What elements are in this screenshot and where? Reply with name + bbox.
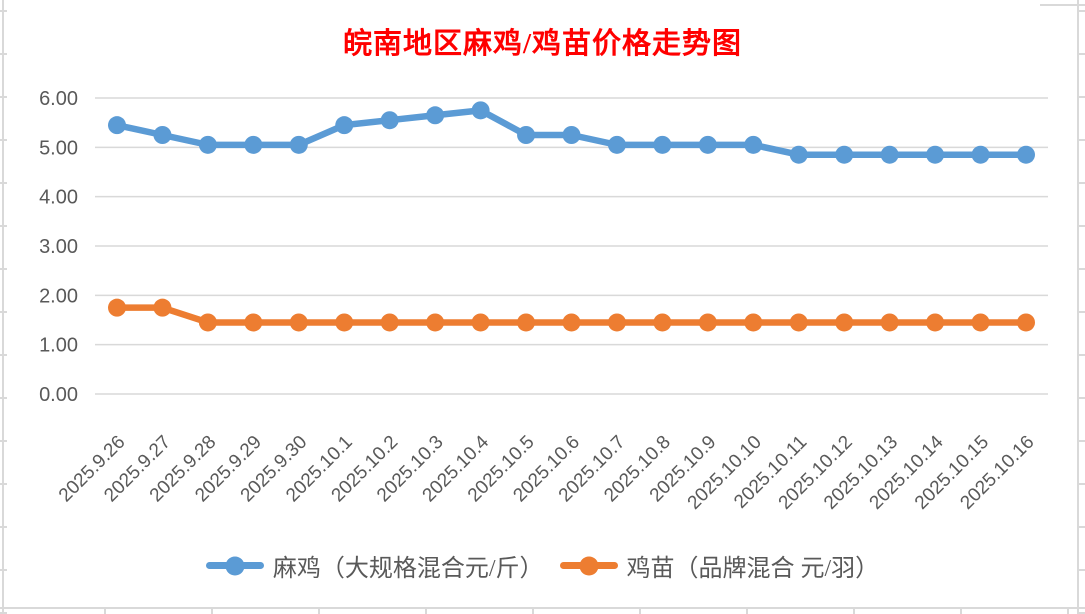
y-axis-tick-label: 0.00: [39, 384, 78, 406]
data-point: [153, 298, 172, 317]
data-point: [289, 313, 308, 332]
spreadsheet-gridline-top-right: [1040, 4, 1085, 6]
spreadsheet-gridline-right: [1077, 0, 1079, 614]
data-point: [108, 116, 126, 135]
data-point: [1017, 145, 1035, 164]
spreadsheet-row-ticks-right: [1078, 0, 1085, 614]
data-point: [426, 106, 445, 125]
data-point: [744, 135, 763, 154]
data-point: [562, 126, 581, 144]
data-point: [971, 313, 990, 332]
data-point: [653, 313, 672, 332]
data-point: [835, 145, 854, 164]
legend-item-jimiao[interactable]: 鸡苗（品牌混合 元/羽）: [559, 548, 880, 583]
data-point: [471, 313, 490, 332]
data-point: [471, 101, 490, 120]
data-point: [789, 145, 808, 164]
data-point: [926, 313, 945, 332]
data-point: [880, 313, 899, 332]
legend-label-jimiao: 鸡苗（品牌混合 元/羽）: [626, 556, 880, 582]
data-point: [562, 313, 581, 332]
chart-title: 皖南地区麻鸡/鸡苗价格走势图: [342, 28, 743, 60]
data-point: [1017, 313, 1035, 332]
data-point: [517, 313, 536, 332]
y-axis-tick-label: 5.00: [39, 137, 78, 159]
data-point: [789, 313, 808, 332]
data-point: [198, 135, 217, 154]
data-point: [153, 126, 172, 144]
data-point: [926, 145, 945, 164]
data-point: [653, 135, 672, 154]
y-axis-tick-label: 1.00: [39, 335, 78, 357]
legend-maji-dot-icon: [225, 556, 245, 575]
data-point: [517, 126, 536, 144]
data-point: [108, 298, 126, 317]
data-point: [698, 135, 717, 154]
data-point: [244, 313, 263, 332]
legend-item-maji[interactable]: 麻鸡（大规格混合元/斤）: [205, 548, 544, 583]
data-point: [380, 111, 399, 130]
series-1: [108, 298, 1035, 332]
series-0: [108, 101, 1035, 164]
spreadsheet-gridline-left: [2, 0, 4, 614]
spreadsheet-column-ticks-bottom: [0, 607, 1085, 614]
data-point: [971, 145, 990, 164]
y-axis-tick-label: 2.00: [39, 285, 78, 307]
data-point: [335, 313, 354, 332]
legend-jimiao-dot-icon: [579, 556, 598, 575]
data-point: [426, 313, 445, 332]
data-point: [289, 135, 308, 154]
legend-jimiao-marker-icon: [559, 556, 618, 575]
y-axis-tick-label: 3.00: [39, 236, 78, 258]
legend-label-maji: 麻鸡（大规格混合元/斤）: [272, 556, 544, 582]
data-point: [244, 135, 263, 154]
chart-legend: 麻鸡（大规格混合元/斤） 鸡苗（品牌混合 元/羽）: [0, 548, 1085, 583]
data-point: [380, 313, 399, 332]
data-point: [698, 313, 717, 332]
y-axis-tick-label: 6.00: [39, 88, 78, 110]
data-point: [198, 313, 217, 332]
data-point: [835, 313, 854, 332]
data-point: [335, 116, 354, 135]
data-point: [607, 135, 626, 154]
spreadsheet-gridline-bottom: [0, 607, 1085, 609]
legend-maji-marker-icon: [205, 556, 264, 575]
data-point: [880, 145, 899, 164]
data-point: [607, 313, 626, 332]
y-axis-tick-label: 4.00: [39, 187, 78, 209]
data-point: [744, 313, 763, 332]
